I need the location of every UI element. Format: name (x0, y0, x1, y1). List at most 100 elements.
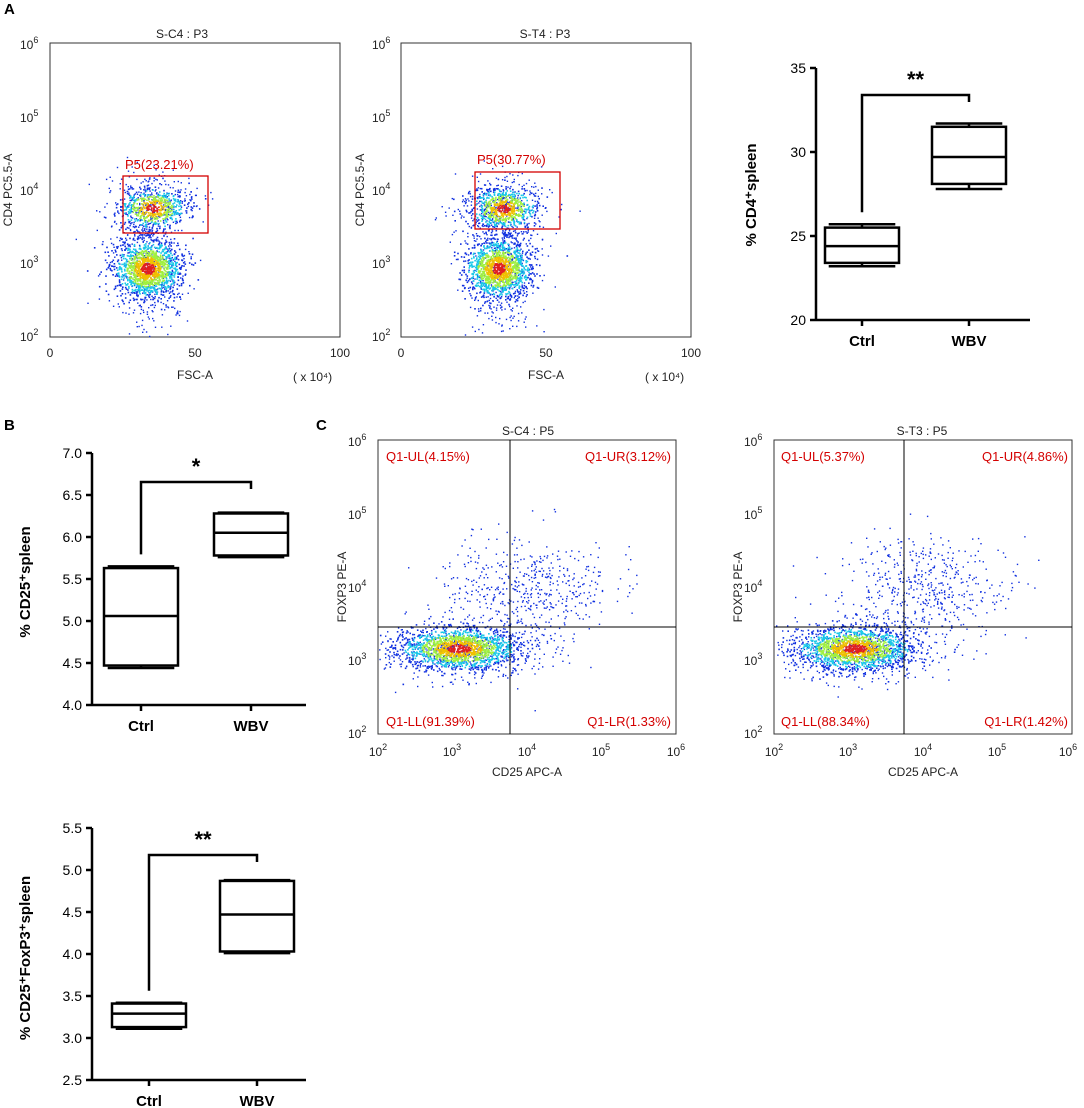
box-ctrl (110, 1001, 188, 1031)
flow-title: S-C4 : P3 (156, 27, 208, 41)
box-plot-cd25: 4.0 4.5 5.0 5.5 6.0 6.5 7.0 Ctrl WBV % CD25⁺splee… (17, 445, 306, 735)
x-tick-label-ctrl: Ctrl (136, 1093, 162, 1108)
box-wbv (930, 122, 1008, 191)
y-tick-10e4: 104 (372, 181, 390, 198)
x-tick-10e3: 103 (443, 742, 461, 759)
y-tick-label: 5.0 (63, 613, 83, 629)
y-tick-label: 6.5 (63, 487, 83, 503)
flow-frame (49, 42, 341, 338)
gate-label: P5(30.77%) (477, 152, 546, 167)
y-tick-label: 5.5 (63, 820, 83, 836)
y-tick-10e2: 102 (20, 327, 38, 344)
flow-plot-s-t3-p5: S-T3 : P5 Q1-UL(5.37%) Q1-UR(4.86%) Q1-L… (731, 424, 1077, 779)
x-tick-label-wbv: WBV (234, 718, 269, 735)
y-tick-label: 5.0 (63, 862, 83, 878)
scatter-dots (379, 508, 638, 712)
panel-letter-b: B (4, 417, 15, 434)
y-tick-label: 4.5 (63, 904, 83, 920)
flow-title: S-C4 : P5 (502, 424, 554, 438)
y-tick-10e6: 106 (372, 35, 390, 52)
y-tick-10e3: 103 (20, 254, 38, 271)
y-tick-label: 25 (790, 228, 806, 244)
y-axis-label: CD4 PC5.5-A (353, 154, 367, 227)
box-plot-cd4: 20 25 30 35 Ctrl WBV % CD4⁺spleen ** (743, 60, 1030, 350)
x-axis-label: FSC-A (528, 368, 564, 382)
gate-rectangle (122, 175, 209, 234)
y-tick-10e5: 105 (744, 505, 762, 522)
y-tick-10e4: 104 (348, 578, 366, 595)
y-axis-label: FOXP3 PE-A (731, 552, 745, 623)
y-axis-label: % CD25⁺spleen (17, 526, 34, 637)
y-tick-label: 20 (790, 312, 806, 328)
y-tick-10e4: 104 (744, 578, 762, 595)
flow-title: S-T4 : P3 (520, 27, 571, 41)
y-axis-label: CD4 PC5.5-A (1, 154, 15, 227)
quadrant-ul: Q1-UL(4.15%) (386, 449, 470, 464)
y-tick-10e5: 105 (372, 108, 390, 125)
significance-bracket (147, 853, 259, 991)
y-tick-label: 5.5 (63, 571, 83, 587)
x-axis-unit: ( x 10⁴) (645, 370, 684, 384)
gate-rectangle (474, 171, 561, 230)
y-tick-10e5: 105 (348, 505, 366, 522)
scatter-dots (75, 156, 214, 338)
x-tick-10e4: 104 (518, 742, 536, 759)
box-plot-cd25-foxp3: 2.5 3.0 3.5 4.0 4.5 5.0 5.5 Ctrl WBV % CD25⁺FoxP3… (17, 820, 306, 1108)
x-tick-10e5: 105 (592, 742, 610, 759)
gate-label: P5(23.21%) (125, 157, 194, 172)
y-tick-label: 30 (790, 144, 806, 160)
y-tick-label: 4.0 (63, 946, 83, 962)
box-ctrl (102, 565, 180, 670)
box-wbv (212, 511, 290, 559)
significance-bracket (139, 480, 253, 555)
significance-bracket (860, 93, 971, 213)
x-tick-100: 100 (681, 346, 701, 360)
quadrant-lr: Q1-LR(1.42%) (984, 714, 1068, 729)
x-tick-0: 0 (47, 346, 54, 360)
y-tick-label: 4.0 (63, 697, 83, 713)
flow-plot-s-c4-p3: S-C4 : P3 P5(23.21%) 102 103 104 105 106… (1, 27, 350, 384)
x-tick-10e2: 102 (369, 742, 387, 759)
flow-title: S-T3 : P5 (897, 424, 948, 438)
x-axis-unit: ( x 10⁴) (293, 370, 332, 384)
y-tick-10e2: 102 (348, 724, 366, 741)
y-tick-10e3: 103 (348, 651, 366, 668)
x-tick-10e2: 102 (765, 742, 783, 759)
y-tick-10e2: 102 (744, 724, 762, 741)
significance-marker: * (192, 454, 201, 479)
y-tick-label: 2.5 (63, 1072, 83, 1088)
x-tick-label-wbv: WBV (240, 1093, 275, 1108)
x-axis-label: CD25 APC-A (492, 765, 562, 779)
scatter-dots (434, 160, 581, 336)
y-tick-10e4: 104 (20, 181, 38, 198)
flow-frame (773, 439, 1073, 735)
x-tick-50: 50 (188, 346, 202, 360)
quadrant-ul: Q1-UL(5.37%) (781, 449, 865, 464)
quadrant-ur: Q1-UR(4.86%) (982, 449, 1068, 464)
y-tick-10e6: 106 (744, 432, 762, 449)
x-tick-10e5: 105 (988, 742, 1006, 759)
x-tick-10e3: 103 (839, 742, 857, 759)
y-tick-10e6: 106 (20, 35, 38, 52)
quadrant-ur: Q1-UR(3.12%) (585, 449, 671, 464)
y-axis-label: % CD25⁺FoxP3⁺spleen (17, 876, 34, 1040)
x-tick-10e6: 106 (667, 742, 685, 759)
box-iqr (110, 1002, 188, 1029)
y-tick-label: 3.5 (63, 988, 83, 1004)
y-tick-10e5: 105 (20, 108, 38, 125)
x-axis-label: CD25 APC-A (888, 765, 958, 779)
y-tick-10e3: 103 (372, 254, 390, 271)
x-tick-0: 0 (398, 346, 405, 360)
panel-letter-c: C (316, 417, 327, 434)
y-axis-label: % CD4⁺spleen (743, 144, 760, 247)
panel-letter-a: A (4, 1, 15, 18)
box-wbv (218, 878, 296, 955)
y-tick-label: 3.0 (63, 1030, 83, 1046)
x-tick-label-ctrl: Ctrl (849, 333, 875, 350)
x-tick-100: 100 (330, 346, 350, 360)
y-tick-label: 4.5 (63, 655, 83, 671)
quadrant-lr: Q1-LR(1.33%) (587, 714, 671, 729)
y-tick-10e6: 106 (348, 432, 366, 449)
y-tick-label: 7.0 (63, 445, 83, 461)
quadrant-ll: Q1-LL(88.34%) (781, 714, 870, 729)
